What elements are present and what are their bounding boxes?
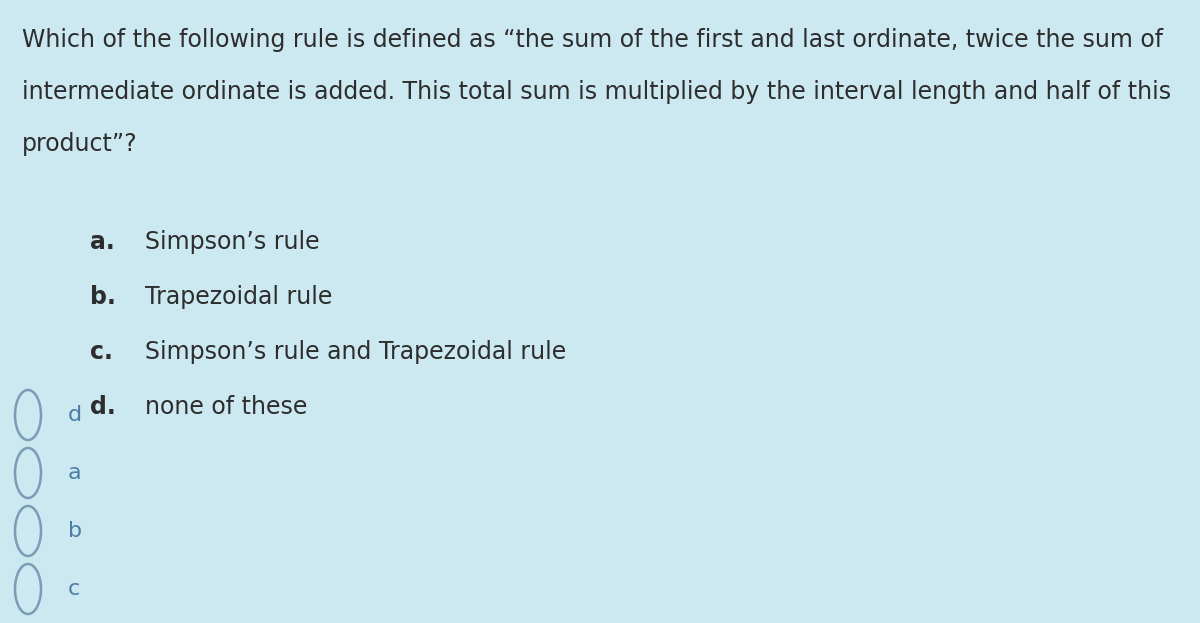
Text: a: a	[68, 463, 82, 483]
Text: a.: a.	[90, 230, 115, 254]
Text: Trapezoidal rule: Trapezoidal rule	[145, 285, 332, 309]
Text: intermediate ordinate is added. This total sum is multiplied by the interval len: intermediate ordinate is added. This tot…	[22, 80, 1171, 104]
Text: Simpson’s rule: Simpson’s rule	[145, 230, 319, 254]
Text: Which of the following rule is defined as “the sum of the first and last ordinat: Which of the following rule is defined a…	[22, 28, 1163, 52]
Text: product”?: product”?	[22, 132, 138, 156]
Text: none of these: none of these	[145, 395, 307, 419]
Text: d: d	[68, 405, 82, 425]
Text: d.: d.	[90, 395, 115, 419]
Text: b.: b.	[90, 285, 116, 309]
Text: b: b	[68, 521, 82, 541]
Text: Simpson’s rule and Trapezoidal rule: Simpson’s rule and Trapezoidal rule	[145, 340, 566, 364]
Text: c.: c.	[90, 340, 113, 364]
Text: c: c	[68, 579, 80, 599]
